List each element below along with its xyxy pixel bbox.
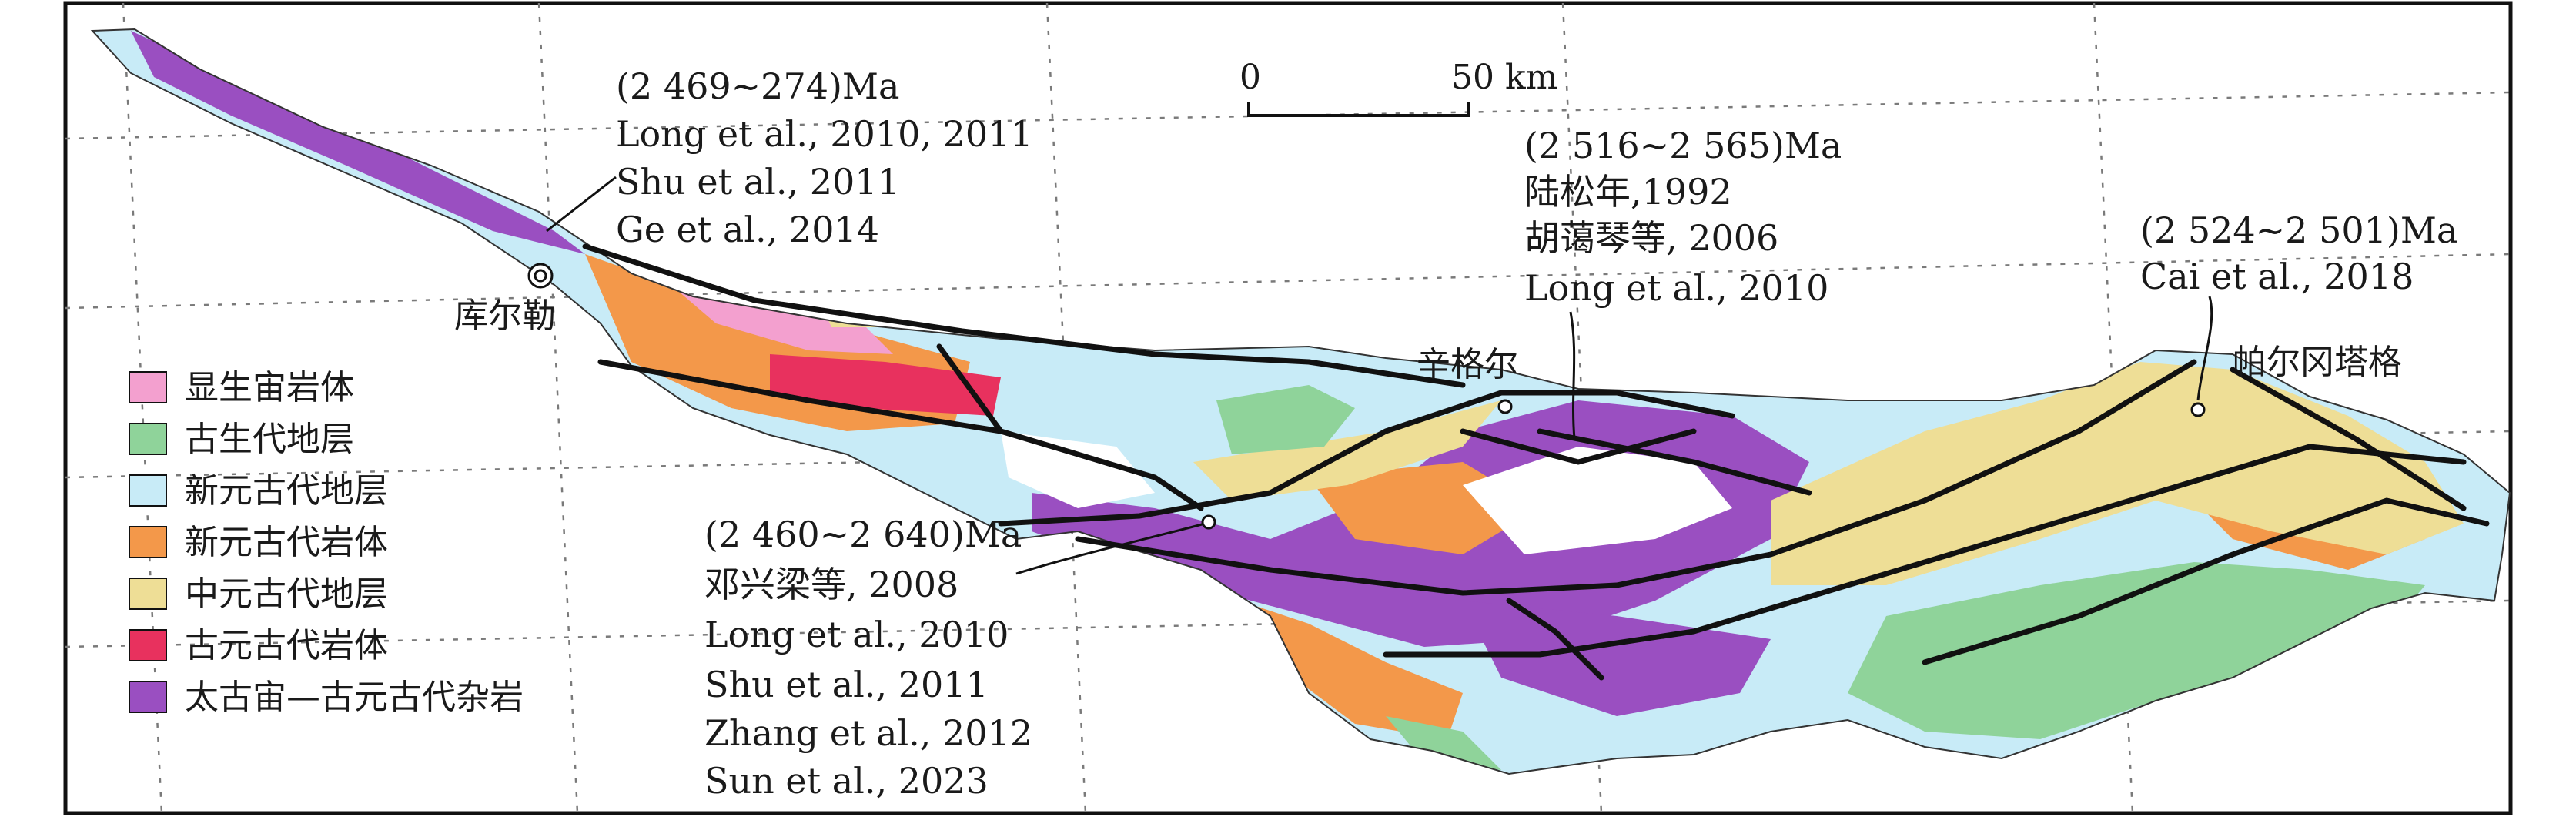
geologic-belt	[90, 28, 2511, 775]
legend-label: 新元古代岩体	[185, 523, 388, 562]
legend-item-archean-complex: 太古宙—古元古代杂岩	[129, 678, 524, 717]
unit-unmapped-west	[1001, 431, 1155, 508]
korla-age: (2 469~274)Ma	[616, 65, 899, 107]
scale-end: 50 km	[1451, 58, 1557, 97]
legend-swatch	[129, 526, 167, 558]
unit-paleozoic-strata-south	[1386, 716, 1501, 770]
legend-item-phanerozoic-intrusion: 显生宙岩体	[129, 368, 354, 407]
south-leader-line	[1015, 522, 1206, 575]
legend-swatch	[129, 474, 167, 507]
xinger-location-marker	[1497, 399, 1513, 414]
legend: 显生宙岩体 古生代地层 新元古代地层 新元古代岩体 中元古代地层 古元古代岩体 …	[129, 368, 524, 717]
legend-swatch	[129, 371, 167, 403]
legend-label: 显生宙岩体	[185, 368, 354, 407]
legend-item-paleoproterozoic-intrusion: 古元古代岩体	[129, 626, 388, 665]
xinger-ref-2: 胡蔼琴等, 2006	[1524, 217, 1778, 259]
legend-label: 古生代地层	[185, 420, 354, 459]
place-label-xinger: 辛格尔	[1417, 345, 1518, 384]
legend-item-neoproterozoic-intrusion: 新元古代岩体	[129, 523, 388, 562]
legend-item-mesoproterozoic-strata: 中元古代地层	[129, 574, 388, 614]
korla-ref-1: Long et al., 2010, 2011	[616, 113, 1033, 155]
unit-paleozoic-strata-southeast	[1848, 562, 2425, 739]
legend-swatch	[129, 681, 167, 713]
paergangtage-leader-line	[2196, 296, 2213, 401]
annotation-xinger: (2 516~2 565)Ma 陆松年,1992 胡蔼琴等, 2006 Long…	[1417, 125, 1842, 440]
legend-item-paleozoic-strata: 古生代地层	[129, 420, 354, 459]
legend-swatch	[129, 578, 167, 610]
south-ref-5: Sun et al., 2023	[704, 760, 989, 802]
xinger-ref-1: 陆松年,1992	[1524, 171, 1732, 213]
south-ref-1: 邓兴梁等, 2008	[704, 564, 958, 605]
unit-paleozoic-strata-north	[1216, 385, 1355, 454]
paergangtage-location-marker	[2190, 402, 2206, 417]
unit-unmapped-central	[1463, 447, 1732, 554]
unit-paleoproterozoic-intrusion-west	[770, 354, 1001, 416]
xinger-leader-line	[1569, 311, 1576, 440]
scale-start: 0	[1239, 58, 1261, 97]
south-ref-2: Long et al., 2010	[704, 614, 1009, 655]
legend-item-neoproterozoic-strata: 新元古代地层	[129, 471, 388, 511]
south-age: (2 460~2 640)Ma	[704, 514, 1022, 555]
south-ref-4: Zhang et al., 2012	[704, 712, 1032, 754]
legend-swatch	[129, 423, 167, 455]
legend-label: 新元古代地层	[185, 471, 388, 511]
xinger-ref-3: Long et al., 2010	[1524, 267, 1828, 309]
south-location-marker	[1201, 514, 1216, 530]
scale-bar-line	[1247, 102, 1470, 117]
fault-lines	[582, 243, 2490, 681]
korla-ref-3: Ge et al., 2014	[616, 209, 879, 250]
annotation-south: (2 460~2 640)Ma 邓兴梁等, 2008 Long et al., …	[704, 514, 1216, 802]
paergangtage-age: (2 524~2 501)Ma	[2140, 209, 2457, 251]
korla-ref-2: Shu et al., 2011	[616, 161, 900, 203]
korla-location-marker-outer	[527, 263, 554, 289]
place-label-korla: 库尔勒	[454, 296, 556, 336]
belt-outline	[90, 28, 2511, 775]
unit-mesoproterozoic-strata-east	[1771, 362, 2464, 585]
annotation-paergangtage: (2 524~2 501)Ma Cai et al., 2018 帕尔冈塔格	[2140, 209, 2457, 417]
korla-leader-line	[546, 176, 617, 233]
legend-label: 中元古代地层	[185, 574, 388, 614]
paergangtage-ref-1: Cai et al., 2018	[2140, 256, 2414, 297]
annotation-korla: (2 469~274)Ma Long et al., 2010, 2011 Sh…	[454, 65, 1033, 336]
korla-location-marker-inner	[534, 269, 547, 283]
legend-swatch	[129, 629, 167, 661]
place-label-paergangtage: 帕尔冈塔格	[2233, 343, 2402, 382]
legend-label: 古元古代岩体	[185, 626, 388, 665]
scale-bar: 0 50 km	[1239, 58, 1557, 117]
xinger-age: (2 516~2 565)Ma	[1524, 125, 1842, 166]
legend-label: 太古宙—古元古代杂岩	[185, 678, 524, 717]
south-ref-3: Shu et al., 2011	[704, 664, 989, 705]
